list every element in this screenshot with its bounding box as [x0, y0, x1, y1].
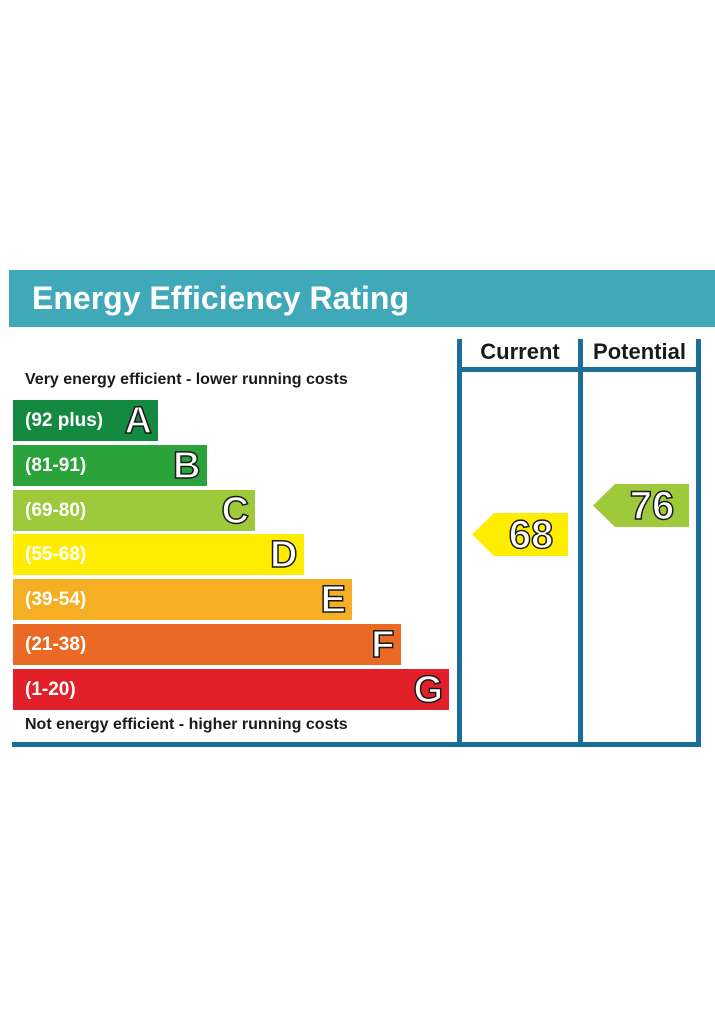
potential-rating-arrow: 76 [593, 483, 689, 529]
rating-band-a: (92 plus) A [13, 399, 158, 443]
rating-band-e: (39-54) E [13, 578, 352, 622]
band-range-label: (81-91) [25, 454, 87, 476]
rating-band-d: (55-68) D [13, 534, 304, 578]
rating-band-c: (69-80) C [13, 489, 255, 533]
column-header-divider [457, 367, 701, 372]
current-column-header: Current [480, 339, 560, 364]
chart-header: Energy Efficiency Rating [9, 270, 715, 327]
band-range-label: (69-80) [25, 499, 87, 521]
band-range-label: (55-68) [25, 544, 87, 566]
rating-band-b: (81-91) B [13, 444, 207, 488]
frame-line-left [457, 339, 462, 745]
band-range-label: (1-20) [25, 678, 76, 700]
current-rating-value: 68 [508, 512, 554, 558]
chart-title: Energy Efficiency Rating [32, 280, 409, 316]
current-rating-arrow: 68 [472, 512, 568, 558]
band-range-label: (92 plus) [25, 410, 104, 431]
band-range-label: (39-54) [25, 589, 87, 611]
current-arrow-shape [472, 513, 568, 556]
frame-line-right [696, 339, 701, 745]
potential-rating-value: 76 [629, 483, 675, 529]
top-caption: Very energy efficient - lower running co… [25, 371, 348, 388]
band-letter: B [172, 444, 201, 488]
rating-band-g: (1-20) G [13, 668, 449, 712]
band-letter: A [124, 399, 153, 443]
band-letter: C [221, 489, 250, 533]
rating-band-f: (21-38) F [13, 623, 401, 667]
bottom-caption: Not energy efficient - higher running co… [25, 716, 348, 733]
band-letter: F [371, 623, 396, 667]
band-range-label: (21-38) [25, 634, 87, 655]
potential-arrow-shape [593, 484, 689, 527]
frame-line-middle [578, 339, 583, 745]
band-letter: D [269, 534, 298, 578]
frame-bottom-line [12, 742, 701, 747]
band-letter: G [413, 668, 444, 712]
band-letter: E [320, 578, 347, 622]
potential-column-header: Potential [593, 339, 686, 364]
